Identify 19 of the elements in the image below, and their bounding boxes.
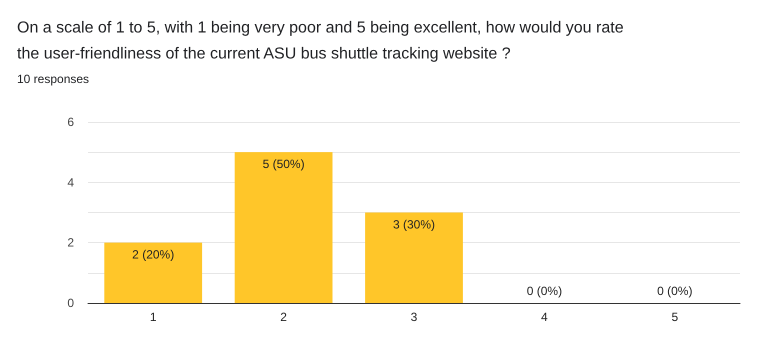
x-tick-label: 5 [671,310,678,324]
bar [104,242,202,303]
x-tick-label: 2 [280,310,288,324]
data-label: 2 (20%) [132,248,174,262]
bar [365,212,463,303]
chart-title: On a scale of 1 to 5, with 1 being very poor and 5 being excellent, how would you rate the user-friendliness of the current ASU bus shuttle tracking website ? [17,20,624,62]
data-label: 0 (0%) [657,284,692,298]
y-tick-label: 2 [67,236,74,250]
y-tick-label: 6 [67,115,74,129]
y-tick-label: 0 [67,296,74,310]
data-label: 3 (30%) [392,218,436,232]
data-label: 0 (0%) [526,284,562,298]
data-label: 5 (50%) [262,157,305,172]
chart-subtitle: 10 responses [17,72,90,86]
bar [234,152,332,303]
x-tick-label: 4 [541,310,548,324]
y-tick-label: 4 [67,175,74,190]
x-tick-label: 1 [150,310,157,324]
x-tick-label: 3 [410,310,418,324]
